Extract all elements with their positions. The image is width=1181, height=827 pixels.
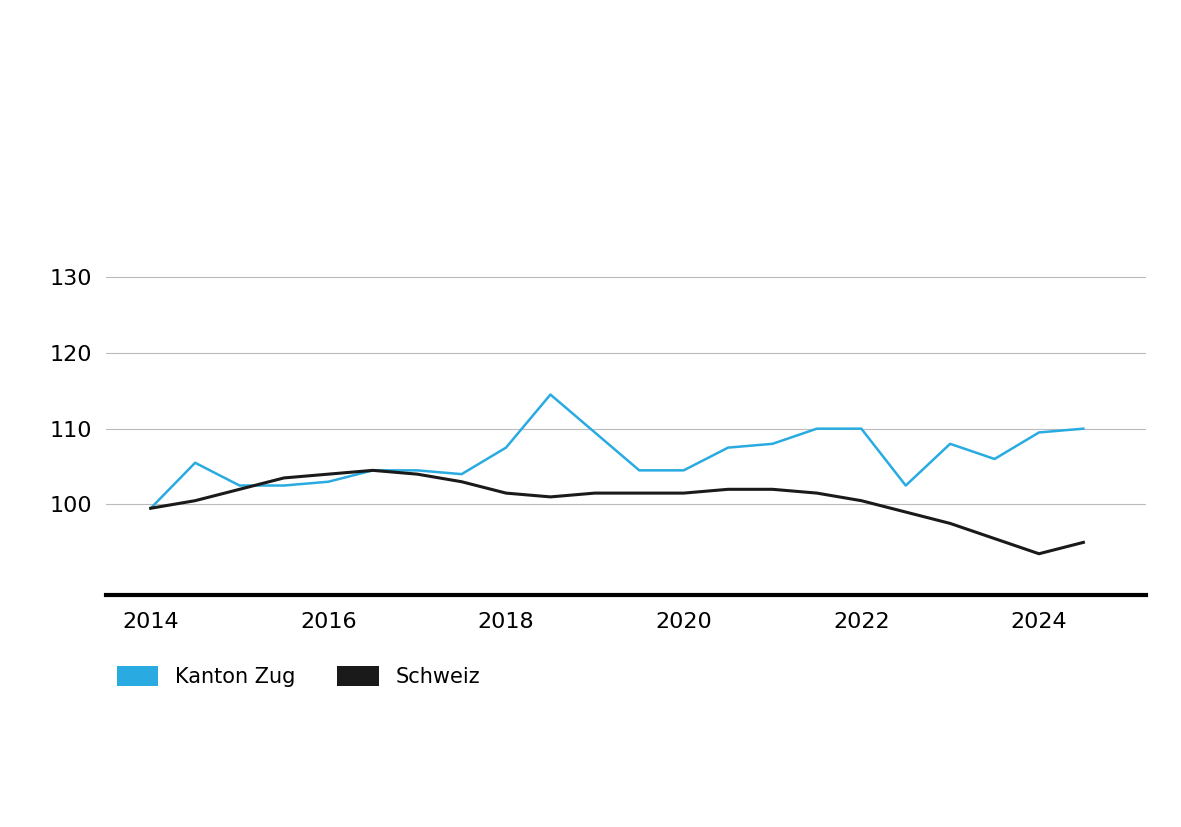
- Legend: Kanton Zug, Schweiz: Kanton Zug, Schweiz: [117, 666, 479, 687]
